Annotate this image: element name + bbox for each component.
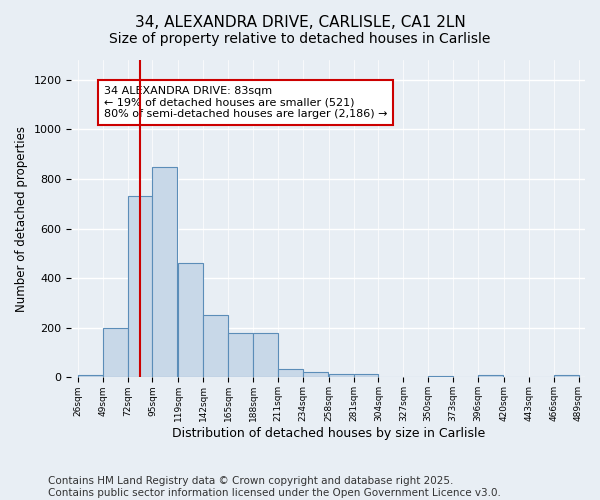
Bar [478,376,503,378]
Bar [278,369,303,378]
Bar [228,333,253,378]
Bar [303,372,328,378]
Bar [554,376,578,378]
Y-axis label: Number of detached properties: Number of detached properties [15,126,28,312]
Bar [152,166,178,378]
X-axis label: Distribution of detached houses by size in Carlisle: Distribution of detached houses by size … [172,427,485,440]
Bar [353,374,379,378]
Bar [178,264,203,378]
Text: 34 ALEXANDRA DRIVE: 83sqm
← 19% of detached houses are smaller (521)
80% of semi: 34 ALEXANDRA DRIVE: 83sqm ← 19% of detac… [104,86,388,119]
Bar [428,376,453,378]
Bar [253,333,278,378]
Text: Size of property relative to detached houses in Carlisle: Size of property relative to detached ho… [109,32,491,46]
Text: 34, ALEXANDRA DRIVE, CARLISLE, CA1 2LN: 34, ALEXANDRA DRIVE, CARLISLE, CA1 2LN [134,15,466,30]
Bar [203,316,228,378]
Text: Contains HM Land Registry data © Crown copyright and database right 2025.
Contai: Contains HM Land Registry data © Crown c… [48,476,501,498]
Bar [128,196,152,378]
Bar [103,328,128,378]
Bar [78,375,103,378]
Bar [329,374,353,378]
